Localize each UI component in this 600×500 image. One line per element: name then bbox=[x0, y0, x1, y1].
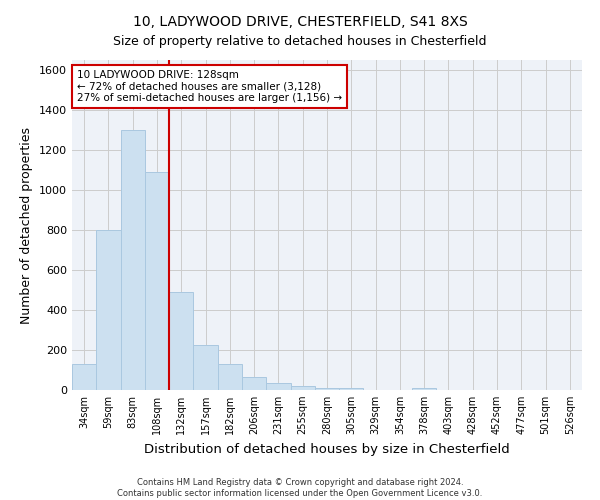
Bar bbox=[96, 230, 121, 390]
Bar bbox=[218, 364, 242, 390]
Bar bbox=[193, 345, 218, 390]
Bar bbox=[339, 388, 364, 390]
Text: 10, LADYWOOD DRIVE, CHESTERFIELD, S41 8XS: 10, LADYWOOD DRIVE, CHESTERFIELD, S41 8X… bbox=[133, 15, 467, 29]
X-axis label: Distribution of detached houses by size in Chesterfield: Distribution of detached houses by size … bbox=[144, 442, 510, 456]
Bar bbox=[169, 292, 193, 390]
Bar bbox=[315, 388, 339, 390]
Bar bbox=[121, 130, 145, 390]
Text: 10 LADYWOOD DRIVE: 128sqm
← 72% of detached houses are smaller (3,128)
27% of se: 10 LADYWOOD DRIVE: 128sqm ← 72% of detac… bbox=[77, 70, 342, 103]
Bar bbox=[412, 388, 436, 390]
Bar bbox=[72, 364, 96, 390]
Bar bbox=[266, 383, 290, 390]
Bar bbox=[145, 172, 169, 390]
Text: Size of property relative to detached houses in Chesterfield: Size of property relative to detached ho… bbox=[113, 35, 487, 48]
Y-axis label: Number of detached properties: Number of detached properties bbox=[20, 126, 34, 324]
Bar bbox=[290, 386, 315, 390]
Text: Contains HM Land Registry data © Crown copyright and database right 2024.
Contai: Contains HM Land Registry data © Crown c… bbox=[118, 478, 482, 498]
Bar bbox=[242, 377, 266, 390]
